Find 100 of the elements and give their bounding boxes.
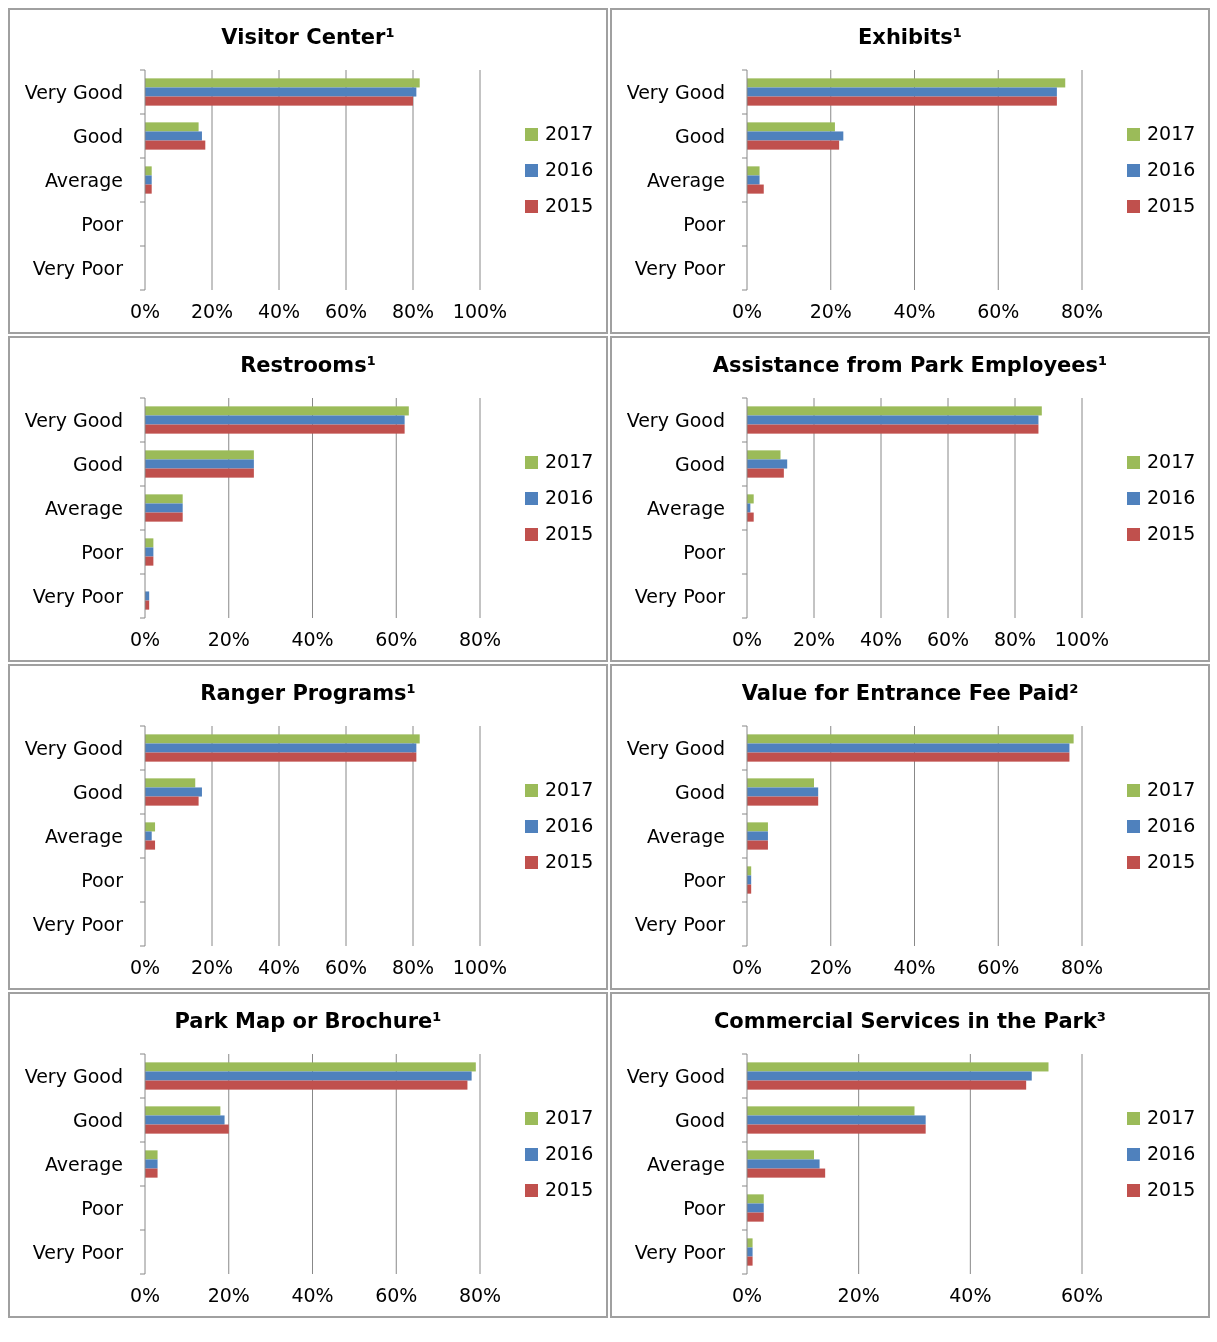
legend-label: 2015 — [545, 522, 594, 544]
y-tick-label: Poor — [683, 869, 726, 891]
bar — [747, 140, 840, 150]
x-tick-label: 80% — [1060, 956, 1104, 978]
legend-label: 2016 — [545, 1142, 594, 1164]
x-tick-label: 20% — [809, 300, 852, 322]
y-tick-label: Good — [674, 453, 725, 475]
bar — [747, 1247, 753, 1257]
x-tick-label: 20% — [190, 956, 234, 978]
bar — [747, 406, 1042, 416]
y-tick-label: Good — [674, 781, 725, 803]
legend-label: 2016 — [545, 814, 594, 836]
x-tick-label: 40% — [257, 300, 301, 322]
x-tick-label: 60% — [977, 956, 1020, 978]
y-tick-label: Good — [674, 125, 725, 147]
x-tick-label: 80% — [391, 300, 435, 322]
bar — [145, 1168, 158, 1178]
chart-title: Park Map or Brochure¹ — [174, 1009, 442, 1033]
legend-label: 2016 — [1147, 486, 1196, 508]
y-tick-label: Average — [646, 497, 725, 519]
x-tick-label: 60% — [375, 1284, 418, 1306]
bar — [145, 796, 199, 806]
x-tick-label: 0% — [129, 1284, 161, 1306]
bar — [145, 743, 417, 753]
x-tick-label: 20% — [190, 300, 234, 322]
bar — [145, 459, 254, 469]
legend-label: 2017 — [545, 1106, 594, 1128]
x-tick-label: 100% — [452, 300, 508, 322]
bar — [747, 831, 768, 841]
legend-label: 2015 — [1147, 1178, 1196, 1200]
bar — [747, 450, 781, 460]
bar — [747, 1062, 1049, 1072]
bar — [145, 1080, 468, 1090]
y-tick-label: Poor — [683, 213, 726, 235]
x-tick-label: 80% — [391, 956, 435, 978]
x-tick-label: 80% — [1060, 300, 1104, 322]
bar — [145, 787, 202, 797]
y-tick-label: Very Good — [626, 737, 725, 759]
bar — [145, 734, 420, 744]
bar — [145, 406, 409, 416]
bar — [145, 424, 405, 434]
x-tick-label: 0% — [129, 628, 161, 650]
bar — [747, 468, 784, 478]
x-tick-label: 100% — [452, 956, 508, 978]
y-tick-label: Poor — [81, 1197, 124, 1219]
bar — [145, 468, 254, 478]
bar — [747, 1124, 926, 1134]
x-tick-label: 20% — [792, 628, 836, 650]
y-tick-label: Very Poor — [32, 257, 124, 279]
legend-label: 2016 — [1147, 158, 1196, 180]
bar — [747, 1071, 1032, 1081]
bar — [747, 787, 819, 797]
bar — [747, 1080, 1027, 1090]
x-tick-label: 0% — [731, 300, 763, 322]
bar — [747, 424, 1039, 434]
bar — [747, 840, 768, 850]
legend-label: 2016 — [545, 486, 594, 508]
bar — [747, 778, 814, 788]
x-tick-label: 0% — [731, 956, 763, 978]
bar — [145, 1159, 158, 1169]
y-tick-label: Very Poor — [634, 585, 726, 607]
bar — [145, 122, 199, 132]
legend-label: 2017 — [1147, 122, 1196, 144]
bar — [747, 822, 768, 832]
x-tick-label: 40% — [291, 628, 334, 650]
y-tick-label: Average — [44, 497, 123, 519]
y-tick-label: Average — [646, 825, 725, 847]
x-tick-label: 80% — [458, 628, 502, 650]
y-tick-label: Poor — [81, 213, 124, 235]
legend-label: 2015 — [1147, 522, 1196, 544]
bar — [747, 96, 1057, 106]
legend-label: 2017 — [1147, 450, 1196, 472]
x-tick-label: 60% — [324, 300, 368, 322]
x-tick-label: 60% — [977, 300, 1020, 322]
y-tick-label: Very Good — [24, 1065, 123, 1087]
y-tick-label: Very Poor — [32, 913, 124, 935]
x-tick-label: 40% — [949, 1284, 992, 1306]
legend-label: 2017 — [545, 450, 594, 472]
x-tick-label: 20% — [207, 628, 250, 650]
legend-label: 2016 — [1147, 814, 1196, 836]
bar — [145, 175, 152, 185]
legend-label: 2015 — [545, 1178, 594, 1200]
y-tick-label: Very Poor — [32, 1241, 124, 1263]
y-tick-label: Average — [44, 825, 123, 847]
y-tick-label: Very Poor — [32, 585, 124, 607]
bar — [145, 87, 417, 97]
bar — [747, 1159, 820, 1169]
y-tick-label: Average — [646, 1153, 725, 1175]
y-tick-label: Good — [674, 1109, 725, 1131]
y-tick-label: Poor — [81, 541, 124, 563]
y-tick-label: Average — [44, 1153, 123, 1175]
bar — [145, 752, 417, 762]
legend-label: 2015 — [545, 194, 594, 216]
bar — [145, 494, 183, 504]
y-tick-label: Poor — [683, 1197, 726, 1219]
chart-title: Visitor Center¹ — [221, 25, 395, 49]
legend-label: 2017 — [545, 122, 594, 144]
bar — [747, 122, 835, 132]
legend-label: 2017 — [1147, 1106, 1196, 1128]
x-tick-label: 0% — [129, 956, 161, 978]
